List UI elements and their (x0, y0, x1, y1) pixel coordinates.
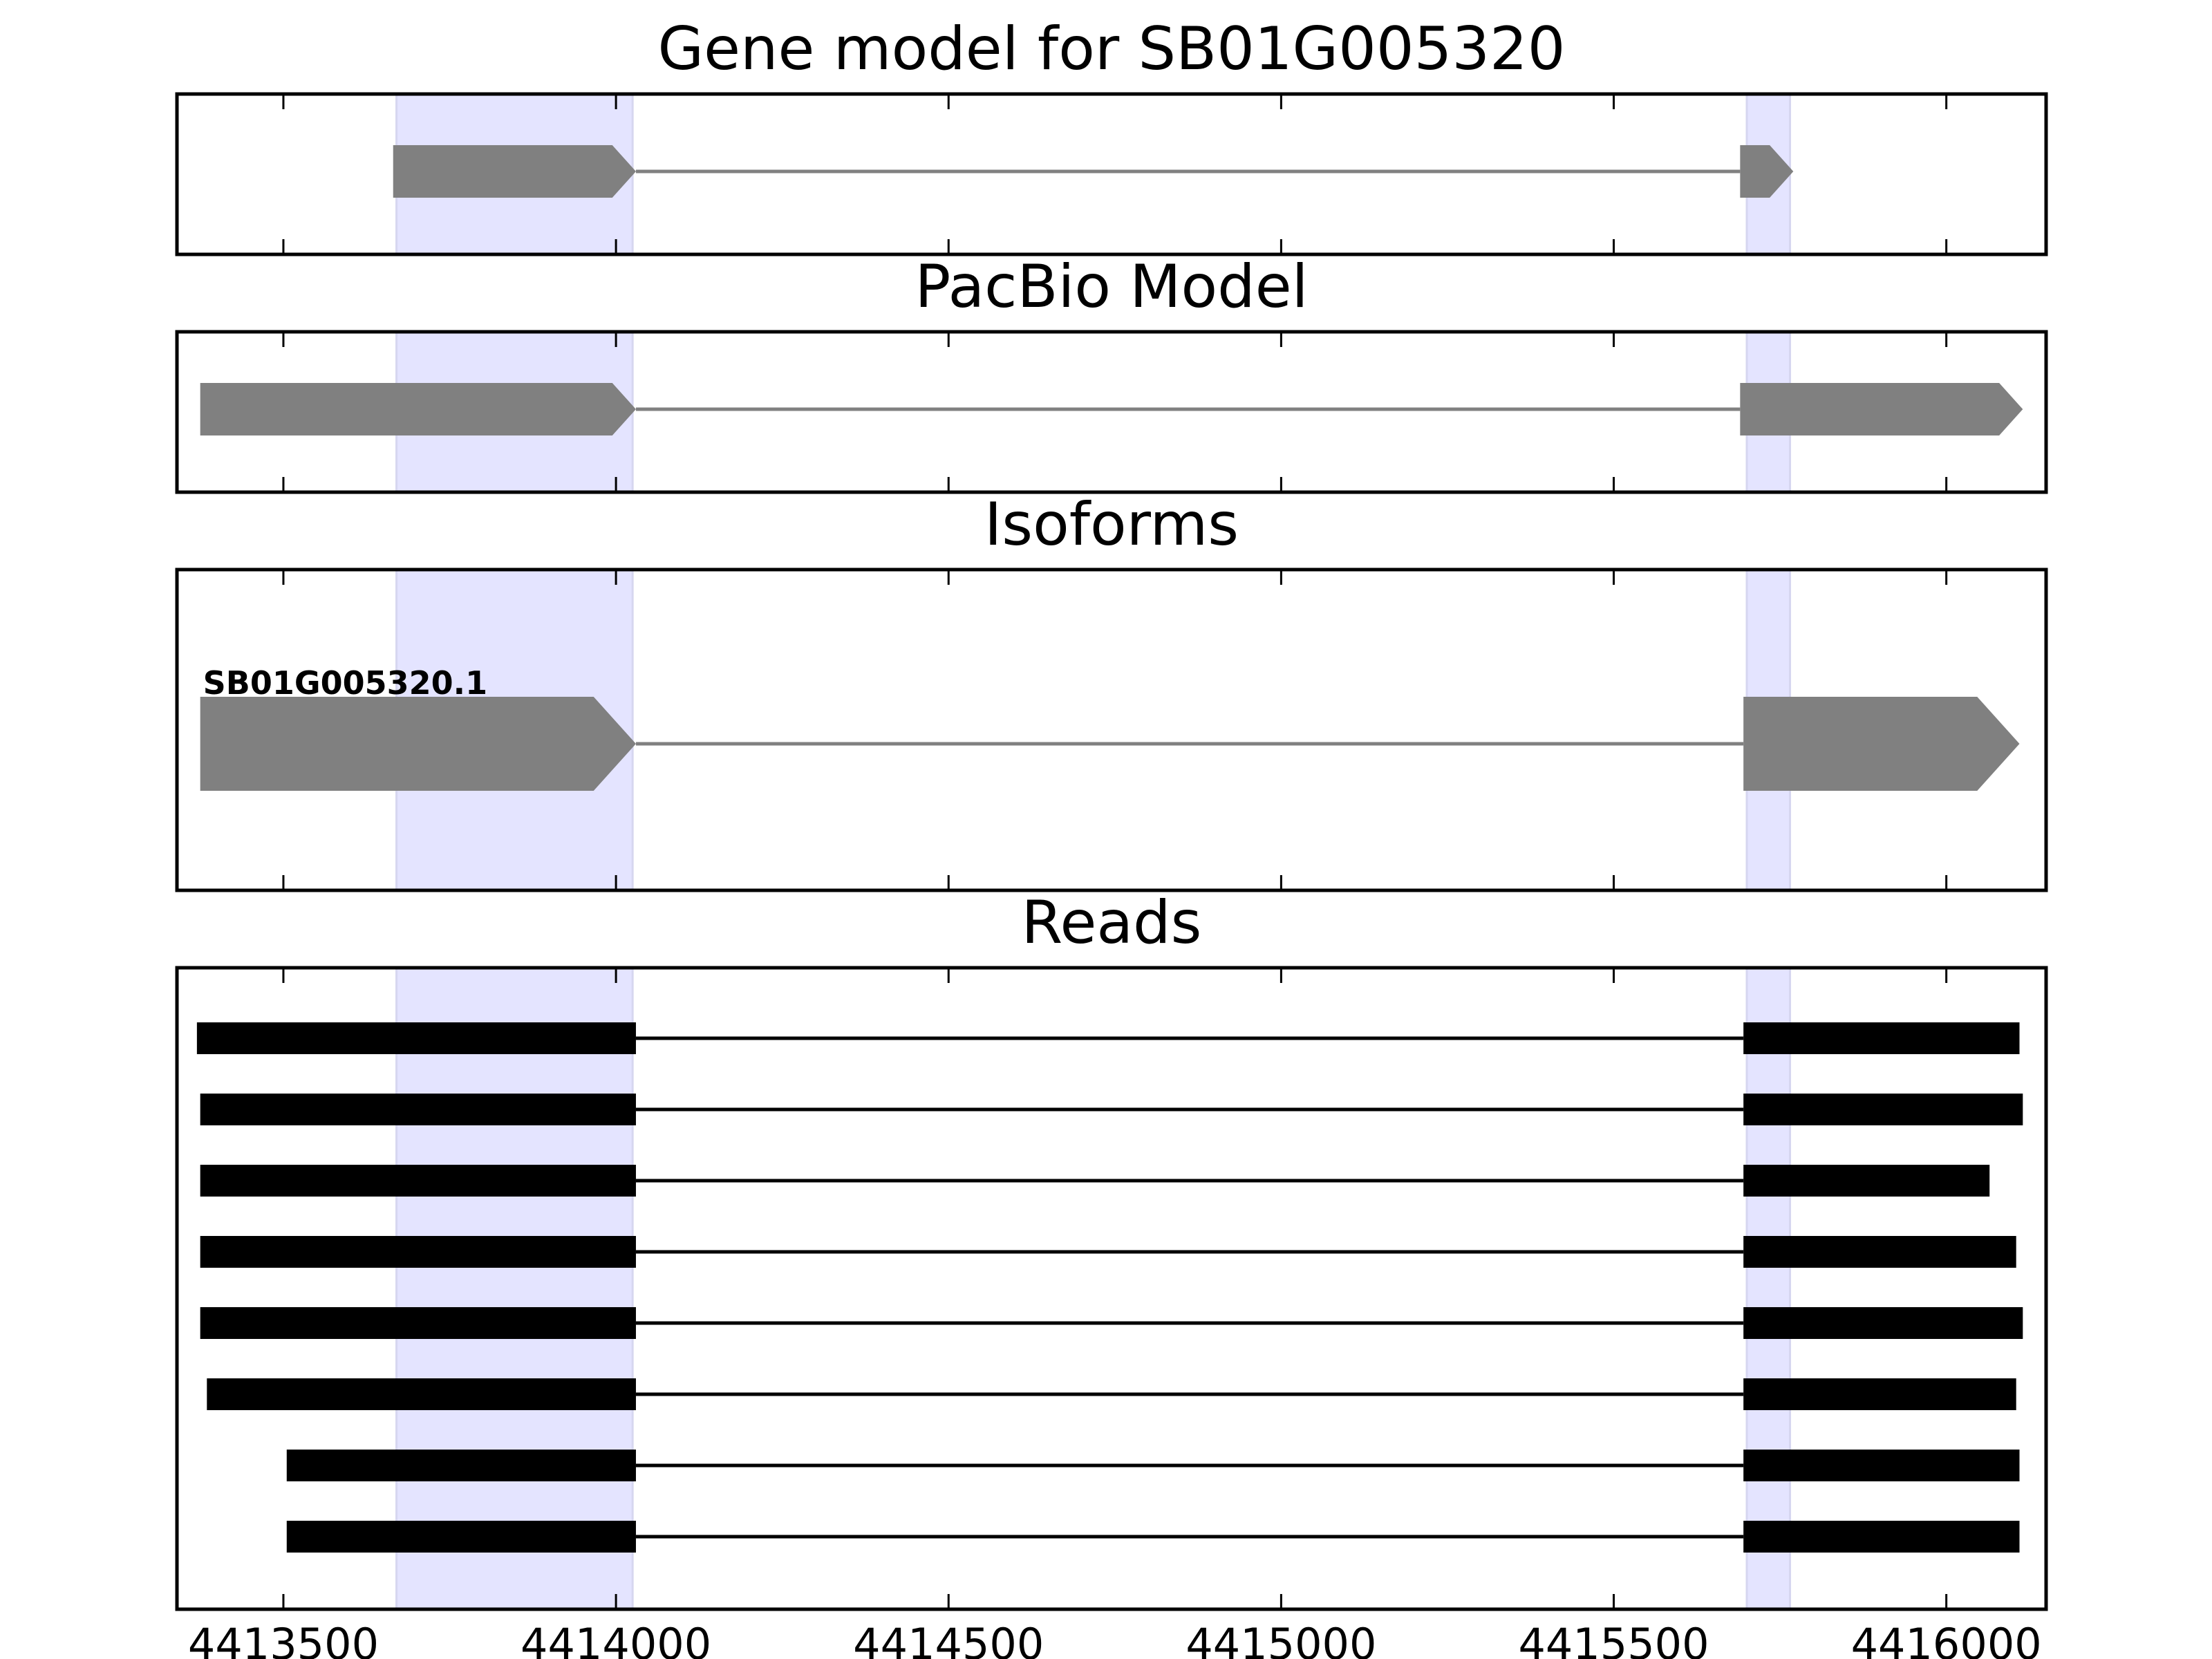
panel-reads-3: Reads 4413500 4414000 4414500 4415000 4415500… (175, 888, 2048, 1659)
read-exon-1 (1743, 1022, 2020, 1054)
axes-frame (175, 568, 2048, 892)
read-exon-1 (1743, 1378, 2016, 1410)
axes-frame (175, 92, 2048, 256)
read-2 (200, 1165, 1990, 1197)
read-0 (196, 1022, 2020, 1054)
read-exon-1 (1743, 1236, 2016, 1268)
panel-title: PacBio Model (915, 252, 1308, 321)
read-5 (207, 1378, 2016, 1410)
x-tick-label: 4414500 (853, 1619, 1044, 1659)
exon-0 (200, 383, 636, 435)
read-exon-0 (200, 1165, 636, 1197)
read-7 (286, 1521, 2020, 1553)
panel-gene-model-1: PacBio Model (175, 252, 2048, 494)
highlight-region-0 (395, 966, 634, 1611)
panels: Gene model for SB01G005320 PacBio Model Is… (175, 15, 2048, 1659)
isoform-label: SB01G005320.1 (203, 664, 487, 702)
read-exon-1 (1743, 1165, 1990, 1197)
read-exon-1 (1743, 1450, 2020, 1481)
highlight-region-1 (1745, 966, 1792, 1611)
x-tick-label: 4415000 (1185, 1619, 1376, 1659)
panel-title: Isoforms (984, 490, 1239, 559)
read-3 (200, 1236, 2016, 1268)
read-exon-0 (286, 1521, 636, 1553)
read-exon-0 (200, 1236, 636, 1268)
read-exon-1 (1743, 1521, 2020, 1553)
read-exon-0 (286, 1450, 636, 1481)
x-tick-label: 4415500 (1518, 1619, 1709, 1659)
read-exon-0 (196, 1022, 636, 1054)
x-tick-label: 4416000 (1851, 1619, 2042, 1659)
panel-title: Reads (1022, 888, 1202, 957)
exon-0 (200, 697, 636, 791)
panel-title: Gene model for SB01G005320 (658, 15, 1566, 84)
read-4 (200, 1307, 2023, 1339)
read-1 (200, 1094, 2023, 1125)
axes-frame (175, 966, 2048, 1611)
read-exon-1 (1743, 1094, 2023, 1125)
read-exon-0 (200, 1307, 636, 1339)
exon-1 (1740, 145, 1794, 198)
panel-gene-model-0: Gene model for SB01G005320 (175, 15, 2048, 256)
read-exon-0 (200, 1094, 636, 1125)
axes-frame (175, 330, 2048, 494)
exon-0 (393, 145, 636, 198)
read-6 (286, 1450, 2020, 1481)
x-tick-label: 4414000 (521, 1619, 711, 1659)
exon-1 (1743, 697, 2020, 791)
read-exon-1 (1743, 1307, 2023, 1339)
panel-isoforms-2: Isoforms SB01G005320.1 (175, 490, 2048, 892)
read-exon-0 (207, 1378, 636, 1410)
x-tick-label: 4413500 (188, 1619, 379, 1659)
exon-1 (1740, 383, 2023, 435)
